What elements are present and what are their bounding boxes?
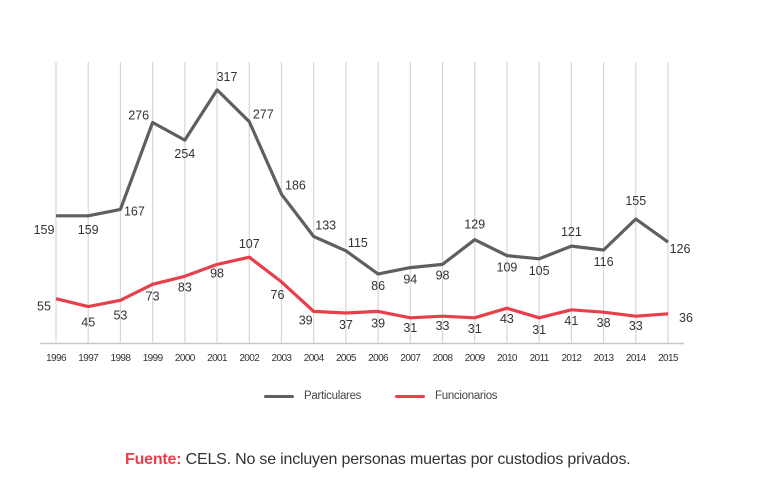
- data-label-funcionarios: 41: [564, 314, 578, 328]
- data-label-particulares: 254: [174, 147, 195, 161]
- data-labels: 159 159 167 276 254 317 277 186 133 115 86 94 98 129 1…: [34, 70, 693, 337]
- source-note: Fuente: CELS. No se incluyen personas mu…: [125, 451, 631, 469]
- data-label-funcionarios: 98: [210, 266, 224, 280]
- data-label-particulares: 94: [403, 273, 417, 287]
- data-label-particulares: 105: [529, 264, 550, 278]
- x-tick-label: 2000: [175, 353, 196, 364]
- data-label-funcionarios: 45: [81, 316, 95, 330]
- data-label-funcionarios: 53: [113, 308, 127, 322]
- data-label-funcionarios: 38: [597, 316, 611, 330]
- legend-item-funcionarios: Funcionarios: [395, 390, 498, 402]
- x-tick-label: 2002: [239, 353, 260, 364]
- source-text: CELS. No se incluyen personas muertas po…: [181, 451, 631, 468]
- source-label: Fuente:: [125, 451, 182, 468]
- x-tick-label: 2006: [368, 353, 389, 364]
- legend-label: Particulares: [304, 390, 362, 402]
- data-label-funcionarios: 36: [679, 311, 693, 325]
- data-label-funcionarios: 43: [500, 312, 514, 326]
- x-tick-label: 1999: [143, 353, 164, 364]
- x-tick-label: 1996: [46, 353, 67, 364]
- x-tick-label: 2010: [497, 353, 518, 364]
- data-label-funcionarios: 31: [403, 321, 417, 335]
- series-line-particulares: [56, 88, 669, 276]
- series-lines: [55, 88, 669, 320]
- x-tick-label: 2011: [530, 353, 550, 364]
- data-label-funcionarios: 39: [299, 313, 313, 327]
- x-tick-label: 2008: [433, 353, 454, 364]
- data-label-funcionarios: 55: [37, 300, 51, 314]
- data-label-particulares: 115: [348, 236, 368, 250]
- legend-swatch-particulares: [264, 394, 294, 398]
- data-label-particulares: 126: [670, 242, 691, 256]
- data-label-funcionarios: 31: [468, 322, 482, 336]
- data-label-particulares: 129: [464, 218, 485, 232]
- x-tick-label: 2005: [336, 353, 357, 364]
- data-label-particulares: 159: [34, 223, 55, 237]
- data-label-particulares: 116: [594, 255, 614, 269]
- data-label-funcionarios: 33: [629, 319, 643, 333]
- data-label-particulares: 98: [436, 268, 450, 282]
- x-tick-label: 2012: [561, 353, 582, 364]
- data-label-funcionarios: 39: [371, 316, 385, 330]
- x-tick-label: 2013: [594, 353, 615, 364]
- data-label-funcionarios: 31: [532, 323, 546, 337]
- series-line-funcionarios: [55, 255, 669, 320]
- data-label-funcionarios: 73: [146, 289, 160, 303]
- x-tick-label: 1998: [110, 353, 131, 364]
- legend-swatch-funcionarios: [395, 394, 425, 398]
- data-label-particulares: 133: [315, 218, 336, 232]
- data-label-funcionarios: 83: [178, 280, 192, 294]
- x-tick-label: 2009: [465, 353, 486, 364]
- data-label-particulares: 167: [124, 204, 145, 218]
- data-label-particulares: 276: [128, 109, 149, 123]
- data-label-particulares: 317: [217, 70, 238, 84]
- data-label-particulares: 121: [561, 225, 582, 239]
- data-label-funcionarios: 107: [239, 237, 260, 251]
- data-label-particulares: 277: [253, 108, 274, 122]
- x-tick-label: 2004: [304, 353, 325, 364]
- data-label-funcionarios: 76: [271, 288, 285, 302]
- data-label-particulares: 159: [78, 223, 99, 237]
- data-label-funcionarios: 33: [436, 319, 450, 333]
- legend: Particulares Funcionarios: [0, 390, 769, 408]
- x-tick-label: 2001: [207, 353, 228, 364]
- x-tick-label: 2007: [400, 353, 421, 364]
- gridlines: [55, 62, 669, 343]
- data-label-funcionarios: 37: [339, 318, 353, 332]
- legend-label: Funcionarios: [435, 390, 498, 402]
- data-label-particulares: 109: [497, 261, 518, 275]
- data-label-particulares: 86: [371, 279, 385, 293]
- x-tick-label: 2015: [658, 353, 679, 364]
- data-label-particulares: 155: [625, 194, 646, 208]
- x-tick-label: 2003: [272, 353, 293, 364]
- legend-item-particulares: Particulares: [264, 390, 361, 402]
- x-axis-ticks: 1996 1997 1998 1999 2000 2001 2002 2003 2004 2005…: [46, 353, 679, 364]
- line-chart: 1996 1997 1998 1999 2000 2001 2002 2003 2004 2005…: [34, 62, 693, 364]
- x-tick-label: 2014: [626, 353, 647, 364]
- data-label-particulares: 186: [285, 178, 306, 192]
- x-tick-label: 1997: [78, 353, 99, 364]
